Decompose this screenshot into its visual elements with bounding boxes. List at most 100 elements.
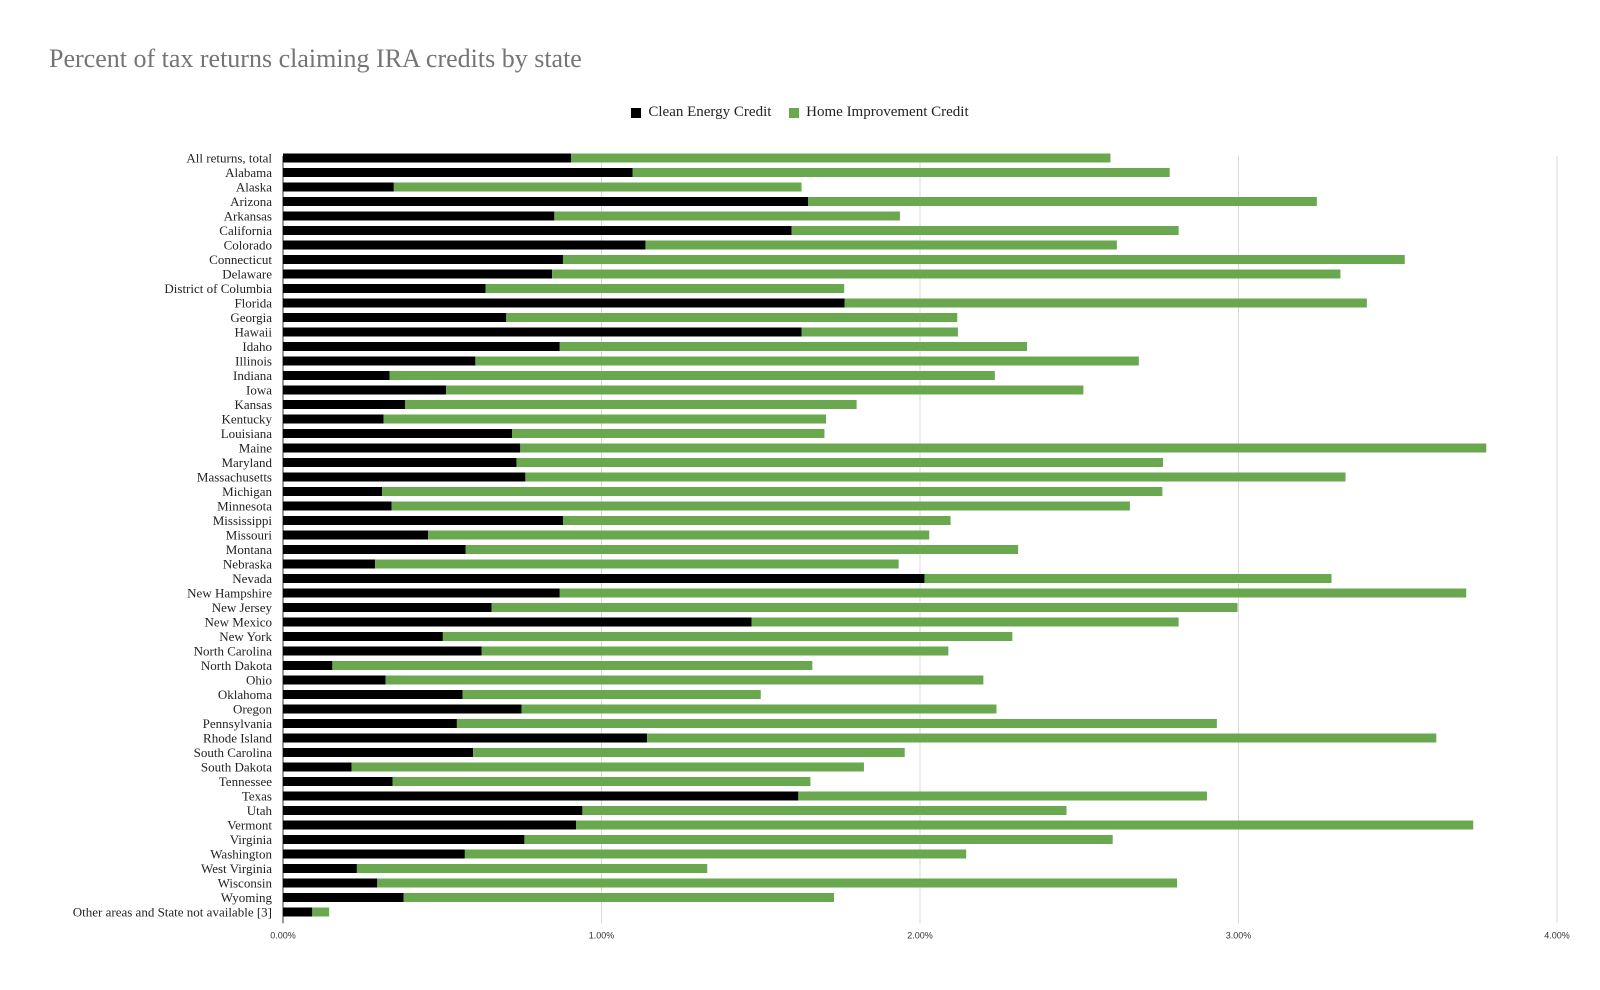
bar-clean-energy	[283, 806, 583, 815]
bar-home-improvement	[520, 443, 1487, 453]
category-label: Indiana	[233, 368, 272, 383]
bar-home-improvement	[403, 893, 835, 902]
bar-clean-energy	[283, 501, 392, 511]
category-labels: All returns, totalAlabamaAlaskaArizonaAr…	[73, 151, 273, 920]
legend-item-clean-energy: Clean Energy Credit	[631, 104, 771, 121]
bar-home-improvement	[393, 182, 802, 192]
bar-home-improvement	[481, 646, 949, 656]
x-tick-label: 3.00%	[1226, 930, 1252, 940]
category-label: Nebraska	[223, 557, 272, 572]
bar-clean-energy	[283, 327, 802, 337]
bar-home-improvement	[465, 545, 1019, 554]
bar-home-improvement	[632, 168, 1170, 177]
bar-clean-energy	[283, 849, 465, 859]
bar-clean-energy	[283, 820, 577, 830]
bar-home-improvement	[389, 371, 995, 380]
chart-title: Percent of tax returns claiming IRA cred…	[49, 44, 582, 73]
bar-clean-energy	[283, 269, 553, 279]
legend: Clean Energy Credit Home Improvement Cre…	[0, 104, 1600, 123]
bar-clean-energy	[283, 559, 376, 569]
bar-clean-energy	[283, 690, 463, 699]
bar-clean-energy	[283, 487, 383, 496]
bar-clean-energy	[283, 719, 457, 728]
bar-home-improvement	[512, 429, 825, 438]
category-label: Illinois	[235, 354, 272, 369]
bar-clean-energy	[283, 255, 563, 264]
bar-home-improvement	[801, 327, 958, 337]
category-label: New Mexico	[204, 615, 272, 630]
bar-home-improvement	[559, 588, 1467, 598]
x-tick-label: 0.00%	[270, 930, 296, 940]
bar-clean-energy	[283, 197, 809, 206]
category-label: New York	[219, 629, 272, 644]
category-label: Kansas	[234, 397, 272, 412]
bar-clean-energy	[283, 588, 560, 598]
category-label: Nevada	[232, 571, 272, 586]
category-label: California	[219, 223, 272, 238]
bar-home-improvement	[808, 197, 1317, 206]
category-label: Wyoming	[221, 890, 273, 905]
bar-clean-energy	[283, 661, 333, 670]
bar-home-improvement	[552, 269, 1341, 279]
x-tick-labels: 0.00% 1.00% 2.00% 3.00% 4.00%	[270, 930, 1570, 940]
category-label: Virginia	[230, 832, 273, 847]
bar-home-improvement	[491, 603, 1238, 612]
bar-home-improvement	[442, 632, 1013, 641]
bar-clean-energy	[283, 748, 474, 757]
bar-clean-energy	[283, 777, 393, 786]
bar-clean-energy	[283, 733, 648, 743]
bar-home-improvement	[647, 733, 1437, 743]
legend-label-home-improvement: Home Improvement Credit	[806, 104, 969, 120]
bar-home-improvement	[554, 211, 900, 221]
bar-home-improvement	[351, 762, 864, 772]
bar-home-improvement	[751, 617, 1179, 627]
bar-clean-energy	[283, 472, 526, 482]
bar-clean-energy	[283, 153, 572, 163]
bar-clean-energy	[283, 429, 513, 438]
bar-clean-energy	[283, 791, 799, 801]
category-label: Wisconsin	[218, 876, 273, 891]
bar-clean-energy	[283, 400, 405, 409]
bar-clean-energy	[283, 835, 525, 844]
category-label: North Carolina	[194, 644, 273, 659]
category-label: Ohio	[246, 673, 272, 688]
bar-clean-energy	[283, 675, 386, 685]
bar-clean-energy	[283, 646, 482, 656]
x-tick-label: 4.00%	[1544, 930, 1570, 940]
category-label: North Dakota	[201, 658, 272, 673]
bar-home-improvement	[383, 414, 827, 424]
bar-home-improvement	[562, 516, 951, 525]
bar-home-improvement	[798, 791, 1207, 801]
bar-home-improvement	[332, 661, 813, 670]
category-label: Oregon	[233, 702, 272, 717]
category-label: Arkansas	[224, 209, 272, 224]
bar-home-improvement	[582, 806, 1067, 815]
bar-home-improvement	[404, 400, 857, 409]
category-label: Idaho	[242, 339, 272, 354]
bar-clean-energy	[283, 168, 633, 177]
bar-clean-energy	[283, 342, 560, 351]
category-label: Washington	[210, 847, 272, 862]
category-label: Michigan	[222, 484, 272, 499]
legend-label-clean-energy: Clean Energy Credit	[648, 104, 772, 120]
bar-home-improvement	[571, 153, 1111, 163]
bar-clean-energy	[283, 617, 752, 627]
category-label: Iowa	[246, 383, 272, 398]
bar-home-improvement	[377, 878, 1178, 888]
category-label: Arizona	[230, 194, 272, 209]
bar-home-improvement	[356, 864, 708, 873]
bar-clean-energy	[283, 458, 517, 467]
bar-clean-energy	[283, 907, 313, 917]
bar-home-improvement	[456, 719, 1217, 728]
bar-clean-energy	[283, 516, 563, 525]
category-label: Oklahoma	[218, 687, 272, 702]
category-label: New Jersey	[212, 600, 273, 615]
bar-home-improvement	[506, 313, 958, 322]
bar-clean-energy	[283, 284, 486, 293]
bar-home-improvement	[392, 777, 811, 786]
category-label: Georgia	[230, 310, 272, 325]
bar-clean-energy	[283, 878, 378, 888]
bar-home-improvement	[844, 298, 1367, 308]
bar-clean-energy	[283, 603, 492, 612]
